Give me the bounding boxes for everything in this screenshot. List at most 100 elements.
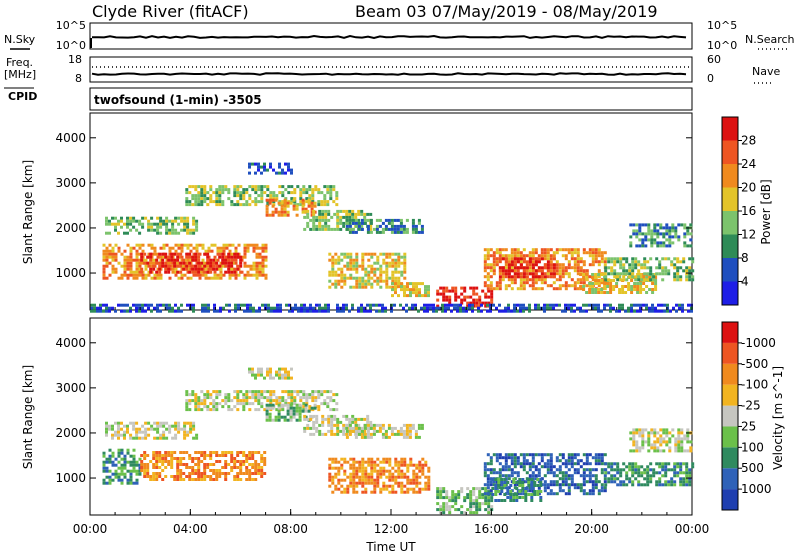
velocity-echo-cell [339, 420, 343, 424]
power-echo-cell [204, 273, 208, 277]
velocity-echo-cell [613, 468, 617, 472]
velocity-echo-cell [567, 453, 571, 457]
power-echo-cell [248, 203, 252, 207]
power-echo-cell [209, 270, 213, 274]
velocity-echo-cell [111, 478, 115, 482]
power-echo-cell [448, 295, 452, 299]
power-echo-cell [667, 272, 671, 276]
power-echo-cell [486, 251, 490, 255]
velocity-echo-cell [305, 396, 309, 400]
power-echo-cell [387, 227, 391, 231]
velocity-echo-cell [123, 466, 127, 470]
velocity-echo-cell [317, 396, 321, 400]
velocity-echo-cell [314, 390, 318, 394]
velocity-echo-cell [552, 465, 556, 469]
power-echo-cell [603, 285, 607, 288]
power-echo-cell [615, 285, 619, 288]
power-echo-region [328, 252, 407, 289]
power-echo-cell [340, 273, 344, 277]
power-echo-cell [141, 243, 145, 247]
velocity-echo-cell [564, 477, 568, 481]
power-echo-cell [402, 306, 405, 310]
power-echo-region [248, 162, 293, 175]
power-echo-cell [261, 273, 265, 277]
velocity-echo-cell [251, 373, 254, 377]
velocity-echo-cell [664, 462, 668, 466]
velocity-echo-cell [239, 451, 243, 454]
power-echo-cell [275, 194, 279, 198]
velocity-echo-cell [191, 472, 195, 475]
velocity-echo-cell [162, 436, 166, 440]
velocity-echo-cell [394, 457, 398, 461]
velocity-echo-cell [114, 421, 117, 425]
power-echo-cell [192, 246, 196, 250]
power-echo-cell [628, 263, 632, 267]
power-echo-cell [280, 210, 284, 214]
power-echo-cell [230, 255, 234, 259]
power-echo-cell [215, 194, 219, 198]
power-echo-cell [385, 261, 389, 265]
velocity-echo-cell [284, 402, 288, 406]
power-echo-cell [507, 284, 511, 288]
velocity-echo-cell [361, 457, 365, 461]
velocity-echo-cell [640, 465, 644, 469]
power-echo-cell [348, 212, 352, 216]
velocity-echo-cell [629, 431, 633, 435]
velocity-echo-cell [170, 466, 174, 469]
velocity-echo-cell [680, 431, 684, 435]
power-echo-cell [150, 261, 154, 265]
power-echo-cell [334, 285, 338, 289]
power-echo-cell [498, 266, 502, 270]
velocity-echo-cell [355, 484, 359, 488]
power-echo-cell [436, 304, 440, 308]
power-echo-cell [561, 284, 565, 288]
power-echo-cell [248, 171, 251, 175]
velocity-echo-cell [394, 475, 398, 479]
velocity-ytick-label: 1000 [55, 471, 86, 485]
power-echo-cell [236, 252, 240, 256]
velocity-echo-cell [218, 472, 222, 475]
velocity-echo-cell [685, 468, 689, 472]
velocity-echo-cell [625, 483, 629, 487]
power-echo-cell [616, 257, 620, 261]
power-echo-cell [403, 276, 407, 280]
power-echo-cell [472, 292, 476, 296]
power-echo-cell [441, 303, 444, 307]
velocity-echo-cell [498, 471, 502, 475]
velocity-echo-cell [516, 474, 520, 478]
power-echo-cell [507, 309, 510, 313]
power-echo-cell [522, 303, 525, 307]
velocity-echo-cell [117, 421, 120, 425]
power-echo-cell [329, 197, 333, 201]
velocity-echo-cell [117, 460, 121, 464]
velocity-echo-cell [135, 463, 139, 467]
power-echo-cell [188, 261, 192, 265]
power-echo-cell [567, 306, 570, 310]
velocity-echo-cell [600, 486, 604, 490]
power-echo-cell [331, 258, 335, 262]
power-echo-cell [394, 291, 397, 295]
velocity-echo-cell [233, 478, 237, 481]
power-echo-cell [233, 194, 237, 198]
velocity-echo-cell [685, 474, 689, 478]
nsky-right-tick-top: 10^5 [707, 19, 737, 32]
velocity-echo-cell [173, 475, 177, 478]
power-echo-cell [373, 273, 377, 277]
velocity-echo-cell [670, 477, 674, 481]
velocity-echo-cell [224, 475, 228, 478]
velocity-echo-cell [108, 478, 112, 482]
power-echo-cell [555, 260, 559, 264]
power-echo-cell [186, 270, 190, 274]
power-echo-cell [388, 255, 392, 259]
velocity-echo-cell [135, 430, 139, 434]
power-echo-cell [183, 225, 187, 229]
velocity-echo-cell [685, 465, 689, 469]
power-echo-cell [218, 264, 222, 268]
velocity-echo-cell [292, 412, 296, 416]
velocity-echo-cell [330, 420, 334, 424]
velocity-echo-cell [263, 390, 267, 394]
power-echo-cell [555, 266, 559, 270]
velocity-echo-cell [289, 403, 293, 407]
velocity-echo-cell [376, 481, 380, 485]
power-echo-cell [328, 270, 332, 274]
